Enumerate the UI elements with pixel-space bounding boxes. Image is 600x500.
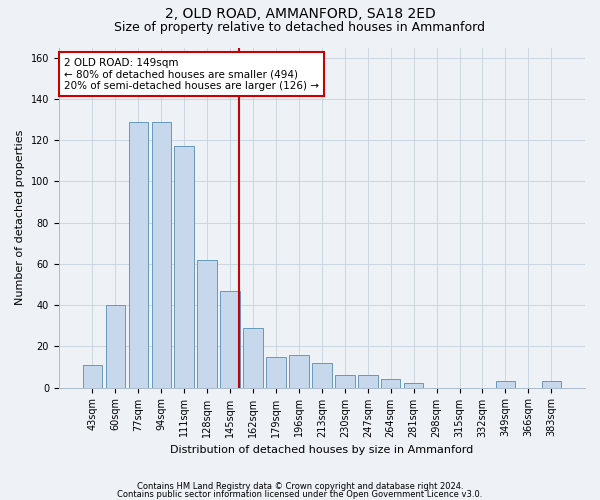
Text: 2 OLD ROAD: 149sqm
← 80% of detached houses are smaller (494)
20% of semi-detach: 2 OLD ROAD: 149sqm ← 80% of detached hou… [64, 58, 319, 91]
Bar [381, 380, 400, 388]
Bar [197, 260, 217, 388]
Bar [496, 382, 515, 388]
Bar [244, 328, 263, 388]
Bar [266, 356, 286, 388]
Bar [289, 354, 308, 388]
Bar [106, 305, 125, 388]
Bar [404, 384, 424, 388]
Bar [335, 375, 355, 388]
Bar [152, 122, 171, 388]
Bar [220, 290, 240, 388]
X-axis label: Distribution of detached houses by size in Ammanford: Distribution of detached houses by size … [170, 445, 473, 455]
Text: 2, OLD ROAD, AMMANFORD, SA18 2ED: 2, OLD ROAD, AMMANFORD, SA18 2ED [164, 8, 436, 22]
Bar [128, 122, 148, 388]
Bar [312, 363, 332, 388]
Y-axis label: Number of detached properties: Number of detached properties [15, 130, 25, 305]
Bar [83, 365, 102, 388]
Bar [358, 375, 377, 388]
Text: Size of property relative to detached houses in Ammanford: Size of property relative to detached ho… [115, 21, 485, 34]
Text: Contains HM Land Registry data © Crown copyright and database right 2024.: Contains HM Land Registry data © Crown c… [137, 482, 463, 491]
Bar [175, 146, 194, 388]
Text: Contains public sector information licensed under the Open Government Licence v3: Contains public sector information licen… [118, 490, 482, 499]
Bar [542, 382, 561, 388]
